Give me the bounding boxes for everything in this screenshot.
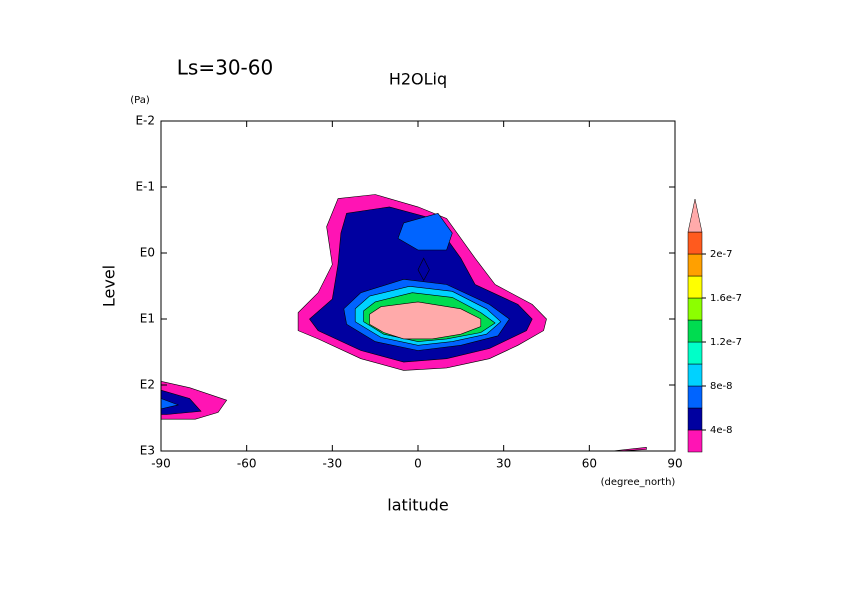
contour-region [417,257,430,282]
y-tick-label: E-2 [135,114,155,128]
colorbar-band [687,363,703,387]
colorbar-tick-label: 2e-7 [710,249,733,260]
x-tick-label: 60 [582,457,597,471]
colorbar-band [687,253,703,277]
colorbar-tick-label: 8e-8 [710,381,733,392]
colorbar-band [687,319,703,343]
chart-title: H2OLiq [389,70,447,89]
colorbar-band [687,429,703,453]
colorbar-band [687,231,703,255]
subtitle: Ls=30-60 [177,56,273,80]
x-axis-label: latitude [387,496,448,515]
colorbar-band [687,341,703,365]
colorbar-band [687,297,703,321]
colorbar-band [687,275,703,299]
colorbar-tick-label: 4e-8 [710,425,733,436]
x-tick-label: -90 [151,457,171,471]
x-tick-label: -60 [237,457,257,471]
x-unit: (degree_north) [601,477,676,488]
colorbar-overflow [687,198,703,233]
colorbar-band [687,385,703,409]
y-unit: (Pa) [130,95,150,106]
colorbar-tick-label: 1.2e-7 [710,337,742,348]
y-tick-label: E0 [140,246,155,260]
y-tick-label: E2 [140,378,155,392]
contour-region [397,212,453,251]
x-tick-label: 0 [414,457,422,471]
contour-region [612,446,647,452]
colorbar-tick-label: 1.6e-7 [710,293,742,304]
y-tick-label: E3 [140,444,155,458]
contour-region [369,301,482,340]
colorbar-band [687,407,703,431]
x-tick-label: 90 [667,457,682,471]
x-tick-label: -30 [323,457,343,471]
x-tick-label: 30 [496,457,511,471]
y-tick-label: E-1 [135,180,155,194]
y-axis-label: Level [100,265,119,307]
y-tick-label: E1 [140,312,155,326]
